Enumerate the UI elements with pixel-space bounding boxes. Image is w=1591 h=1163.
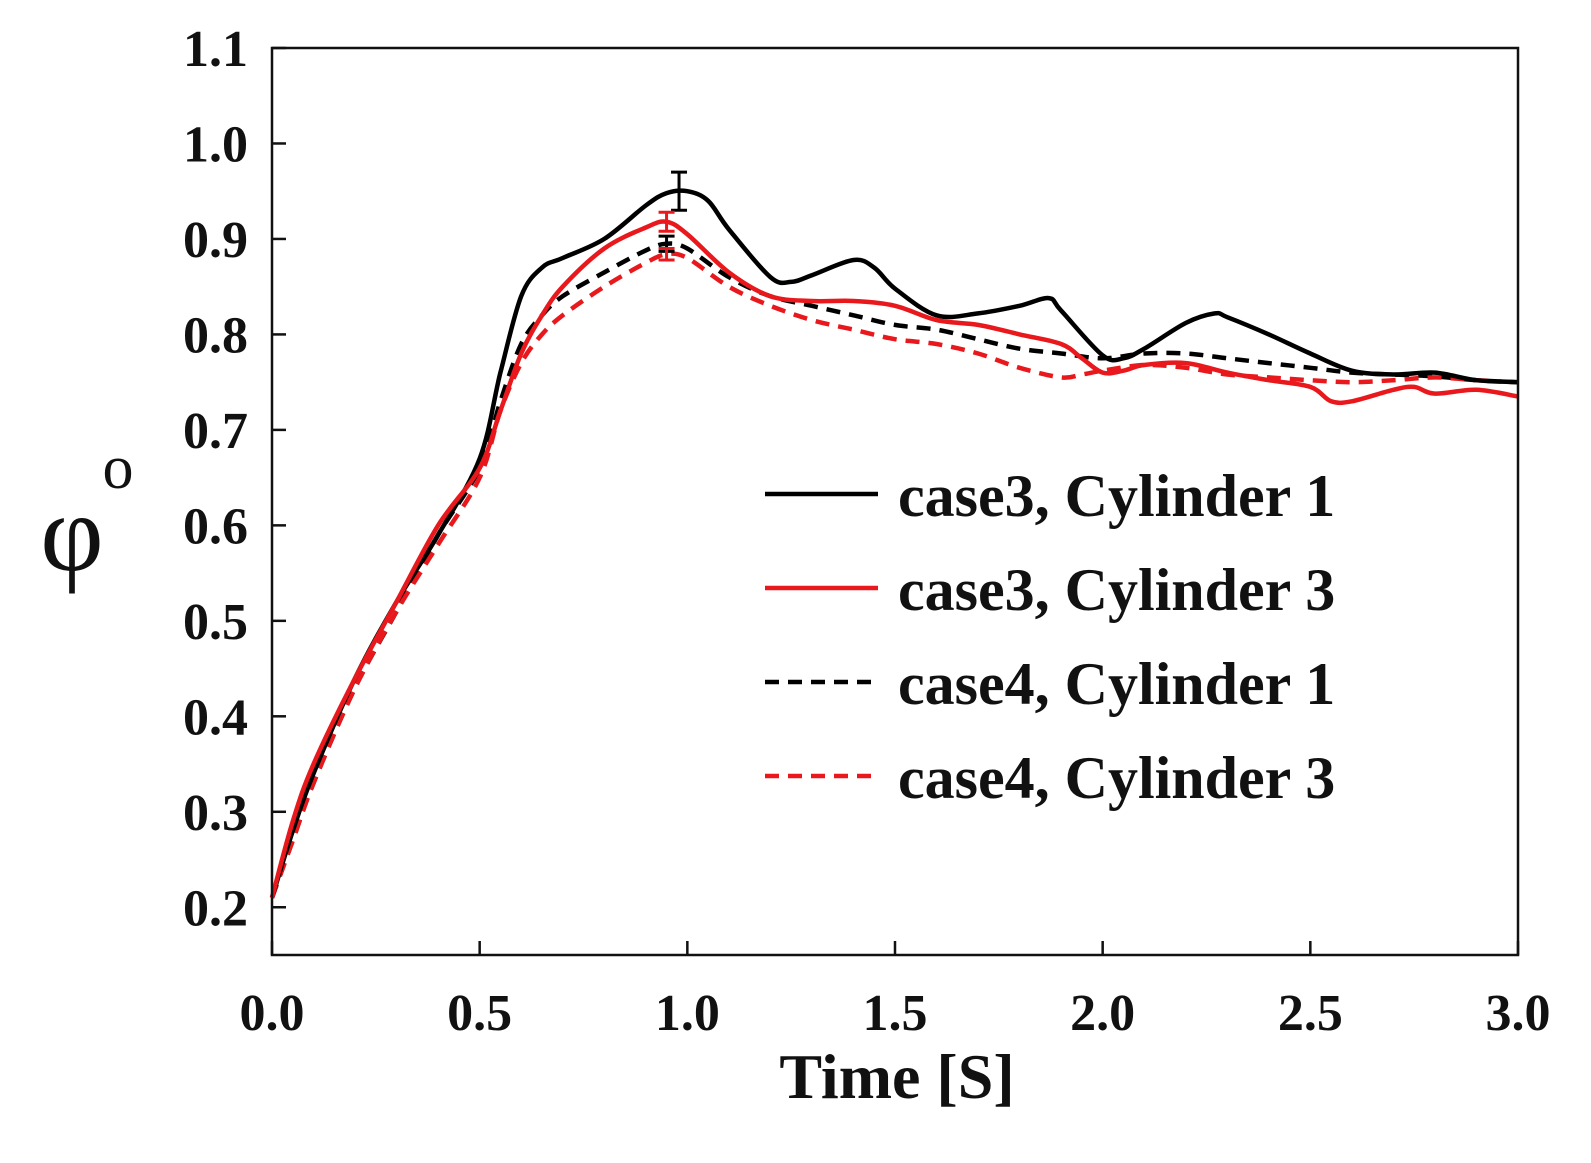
x-tick-label: 1.0 — [655, 985, 720, 1042]
legend-item-case4-cylinder-1: case4, Cylinder 1 — [765, 651, 1335, 717]
y-tick-label: 1.0 — [183, 116, 248, 173]
series-line-case3-cylinder-3 — [269, 219, 1519, 899]
y-axis-label-subscript: o — [103, 434, 134, 502]
legend-label: case3, Cylinder 1 — [898, 463, 1335, 529]
error-bar-case4-cylinder-3 — [658, 246, 675, 262]
legend-item-case3-cylinder-1: case3, Cylinder 1 — [765, 463, 1335, 529]
x-tick-label: 0.0 — [240, 985, 305, 1042]
x-tick-label: 2.5 — [1278, 985, 1343, 1042]
series-line-case3-cylinder-1 — [269, 188, 1519, 899]
x-tick-label: 3.0 — [1486, 985, 1551, 1042]
y-axis-label-symbol: φ — [40, 472, 104, 594]
error-bar-case3-cylinder-3 — [658, 210, 675, 233]
legend-item-case3-cylinder-3: case3, Cylinder 3 — [765, 557, 1335, 623]
legend-label: case4, Cylinder 3 — [898, 745, 1335, 811]
axis-layer: 0.0 0.5 1.0 1.5 2.0 2.5 3.0 0.2 0.3 0.4 0.5 0.6 0.7 0… — [183, 21, 1551, 1042]
x-tick-label: 1.5 — [863, 985, 928, 1042]
y-tick-label: 0.4 — [183, 689, 248, 746]
series-layer — [269, 188, 1519, 899]
legend: case3, Cylinder 1 case3, Cylinder 3 case4,… — [765, 463, 1335, 811]
y-tick-label: 0.7 — [183, 403, 248, 460]
y-tick-label: 0.3 — [183, 785, 248, 842]
y-tick-label: 1.1 — [183, 21, 248, 78]
y-tick-label: 0.8 — [183, 307, 248, 364]
error-bar-case3-cylinder-1 — [671, 170, 688, 212]
x-tick-label: 0.5 — [447, 985, 512, 1042]
y-tick-label: 0.5 — [183, 594, 248, 651]
x-tick-label: 2.0 — [1070, 985, 1135, 1042]
legend-item-case4-cylinder-3: case4, Cylinder 3 — [765, 745, 1335, 811]
x-axis-label: Time [S] — [779, 1041, 1014, 1112]
error-bar-layer — [658, 170, 688, 262]
y-tick-label: 0.6 — [183, 498, 248, 555]
y-tick-label: 0.9 — [183, 212, 248, 269]
y-axis-label: φ o — [40, 434, 133, 594]
legend-label: case3, Cylinder 3 — [898, 557, 1335, 623]
y-tick-label: 0.2 — [183, 880, 248, 937]
legend-label: case4, Cylinder 1 — [898, 651, 1335, 717]
series-line-case4-cylinder-3 — [269, 251, 1519, 899]
